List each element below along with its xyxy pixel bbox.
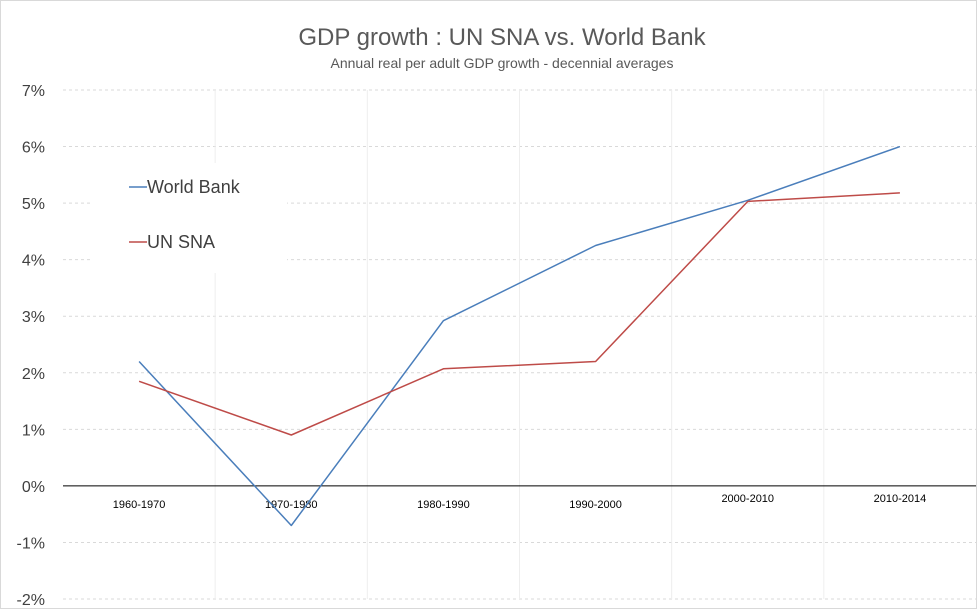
y-tick-label: 4% (22, 253, 45, 270)
y-tick-label: 1% (22, 422, 45, 439)
series-line-world-bank (138, 145, 901, 527)
x-tick-label: 1960-1970 (113, 499, 166, 511)
legend-box (91, 163, 287, 273)
y-tick-label: -1% (17, 535, 45, 552)
y-tick-label: 6% (22, 140, 45, 157)
y-tick-label: 7% (22, 83, 45, 100)
x-tick-label: 2000-2010 (721, 493, 774, 505)
y-tick-label: 2% (22, 366, 45, 383)
x-tick-label: 1990-2000 (569, 499, 622, 511)
chart-subtitle: Annual real per adult GDP growth - decen… (331, 55, 674, 71)
x-tick-label: 1980-1990 (417, 499, 470, 511)
legend-label-un-sna: UN SNA (147, 232, 215, 252)
series-line-un-sna (138, 192, 900, 436)
chart-title: GDP growth : UN SNA vs. World Bank (298, 24, 706, 51)
data-series (138, 145, 901, 527)
x-axis-tick-labels: 1960-1970 1970-1980 1980-1990 1990-2000 2000… (113, 493, 926, 511)
y-axis-tick-labels: -2% -1% 0% 1% 2% 3% 4% 5% 6% 7% (17, 83, 45, 608)
y-tick-label: 5% (22, 196, 45, 213)
y-tick-label: -2% (17, 592, 45, 608)
legend: World Bank UN SNA (91, 163, 287, 273)
legend-label-world-bank: World Bank (147, 177, 241, 197)
y-tick-label: 0% (22, 479, 45, 496)
x-tick-label: 2010-2014 (874, 493, 927, 505)
y-tick-label: 3% (22, 309, 45, 326)
